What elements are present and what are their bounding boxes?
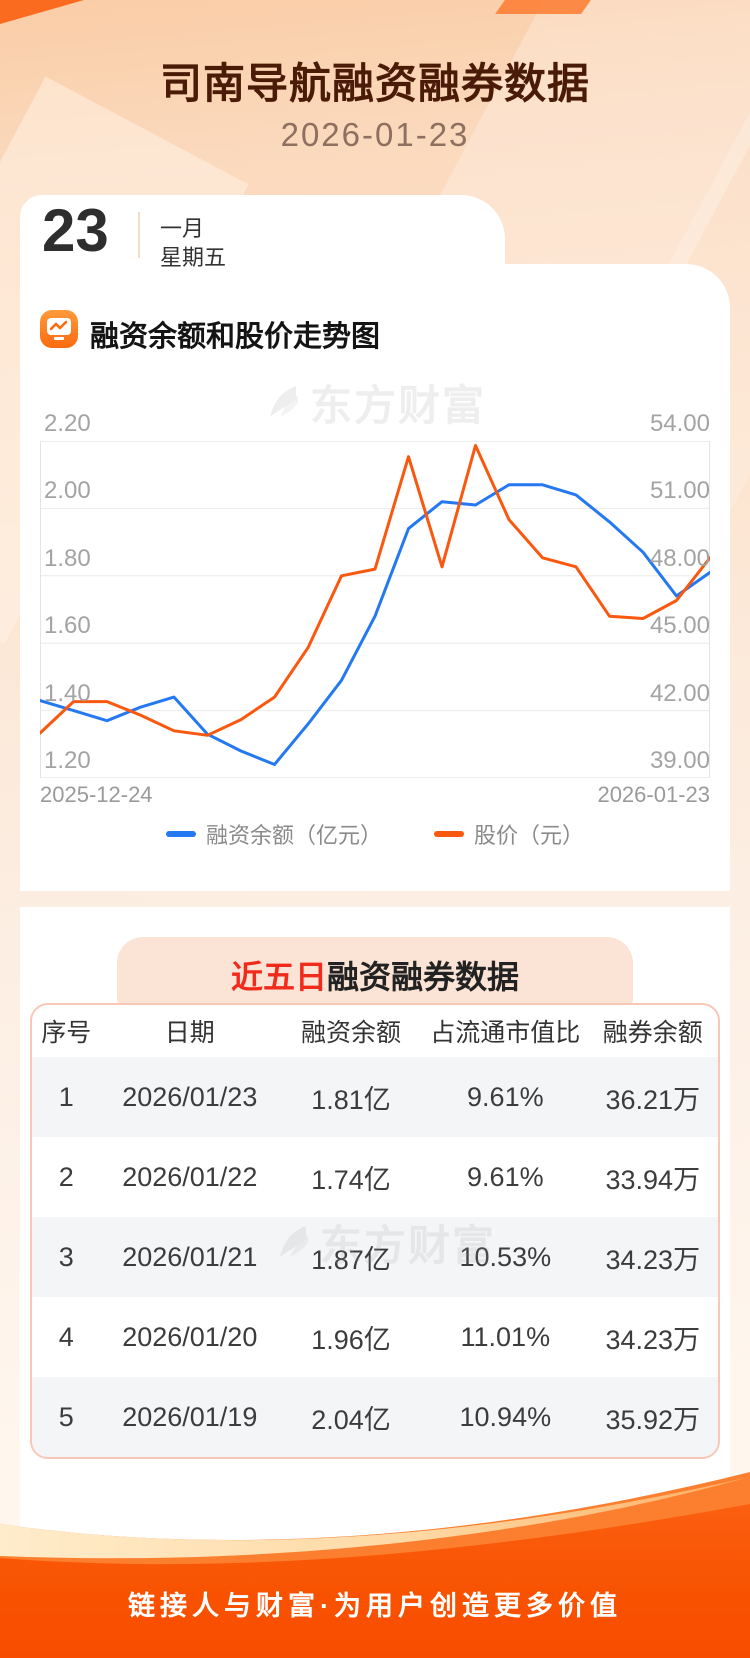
table-cell: 1.81亿	[311, 1084, 391, 1115]
date-card	[20, 195, 505, 267]
right-axis-tick: 51.00	[649, 477, 710, 505]
table-cell: 1.96亿	[311, 1324, 391, 1355]
legend-marker-blue	[165, 831, 196, 837]
chart-icon-screen	[47, 318, 71, 335]
table-cell: 5	[58, 1401, 74, 1432]
left-axis-tick: 1.80	[44, 544, 91, 572]
page-title: 司南导航融资融券数据	[159, 60, 590, 107]
right-axis-tick: 39.00	[649, 747, 710, 774]
banner-rest: 融资融券数据	[327, 959, 520, 995]
page-date: 2026-01-23	[280, 116, 470, 153]
column-header: 融资余额	[300, 1019, 401, 1047]
table-cell: 34.23万	[605, 1244, 701, 1275]
table-cell: 36.21万	[605, 1084, 701, 1115]
table-cell: 1.74亿	[311, 1164, 391, 1195]
table-cell: 2026/01/21	[122, 1241, 258, 1272]
right-axis-tick: 42.00	[649, 679, 710, 707]
table-row: 2 2026/01/22 1.74亿 9.61% 33.94万	[32, 1137, 718, 1217]
legend-label: 融资余额（亿元）	[205, 823, 382, 848]
day-number: 23	[42, 197, 109, 264]
legend-item-price: 股价（元）	[434, 818, 584, 850]
legend-item-rongzi: 融资余额（亿元）	[165, 818, 382, 850]
chart-legend: 融资余额（亿元） 股价（元）	[0, 818, 750, 850]
column-header: 日期	[164, 1019, 215, 1047]
data-table: 序号 日期 融资余额 占流通市值比 融券余额 1 2026/01/23 1.81亿 9.61%…	[30, 1003, 720, 1459]
table-cell: 1.87亿	[311, 1244, 391, 1275]
table-cell: 2026/01/20	[122, 1321, 258, 1352]
right-axis-tick: 54.00	[649, 410, 710, 437]
corner-decoration	[0, 0, 84, 24]
left-axis-tick: 1.60	[44, 612, 91, 640]
series-margin-balance	[40, 483, 710, 766]
table-row: 4 2026/01/20 1.96亿 11.01% 34.23万	[32, 1297, 718, 1377]
table-cell: 2026/01/23	[122, 1081, 258, 1112]
column-header: 序号	[41, 1019, 92, 1047]
footer-wave	[0, 1472, 750, 1658]
table-cell: 11.01%	[460, 1321, 551, 1352]
table-cell: 2026/01/22	[122, 1161, 258, 1192]
table-banner-title: 近五日融资融券数据	[117, 952, 633, 998]
table-cell: 10.94%	[459, 1401, 552, 1432]
table-cell: 34.23万	[605, 1324, 701, 1355]
footer-slogan: 链接人与财富·为用户创造更多价值	[128, 1591, 622, 1621]
trend-chart	[40, 441, 710, 778]
left-axis-tick: 2.20	[44, 410, 91, 437]
legend-marker-orange	[434, 831, 464, 837]
table-cell: 9.61%	[467, 1161, 544, 1192]
legend-label: 股价（元）	[474, 823, 585, 848]
date-divider	[138, 212, 140, 258]
zigzag-icon	[49, 320, 68, 331]
left-axis-tick: 1.20	[44, 747, 91, 774]
weekday-label: 星期五	[160, 245, 227, 270]
table-cell: 2.04亿	[311, 1404, 391, 1435]
table-row: 1 2026/01/23 1.81亿 9.61% 36.21万	[32, 1057, 718, 1137]
right-axis-tick: 48.00	[649, 544, 710, 572]
left-axis-tick: 2.00	[44, 477, 91, 505]
table-cell: 33.94万	[605, 1164, 701, 1195]
left-axis-tick: 1.40	[44, 679, 91, 707]
chart-icon-stand	[54, 337, 64, 340]
banner-highlight: 近五日	[230, 959, 327, 995]
x-axis-end-label: 2026-01-23	[597, 782, 710, 807]
chart-card	[20, 264, 730, 891]
table-cell: 9.61%	[467, 1081, 544, 1112]
table-cell: 35.92万	[605, 1404, 701, 1435]
table-row: 3 2026/01/21 1.87亿 10.53% 34.23万	[32, 1217, 718, 1297]
table-cell: 4	[58, 1321, 74, 1352]
month-label: 一月	[160, 216, 205, 241]
chart-section-title: 融资余额和股价走势图	[90, 321, 381, 353]
series-stock-price	[40, 444, 710, 737]
x-axis-start-label: 2025-12-24	[40, 782, 153, 807]
table-cell: 1	[58, 1081, 74, 1112]
column-header: 占流通市值比	[430, 1019, 581, 1047]
table-cell: 10.53%	[459, 1241, 552, 1272]
table-cell: 2026/01/19	[122, 1401, 258, 1432]
table-header-row: 序号 日期 融资余额 占流通市值比 融券余额	[32, 1005, 718, 1057]
table-cell: 2	[58, 1161, 74, 1192]
right-axis-tick: 45.00	[649, 612, 710, 640]
table-cell: 3	[58, 1241, 74, 1272]
column-header: 融券余额	[602, 1019, 703, 1047]
table-row: 5 2026/01/19 2.04亿 10.94% 35.92万	[32, 1377, 718, 1457]
chart-section-icon	[40, 310, 78, 348]
top-decoration	[495, 0, 591, 14]
